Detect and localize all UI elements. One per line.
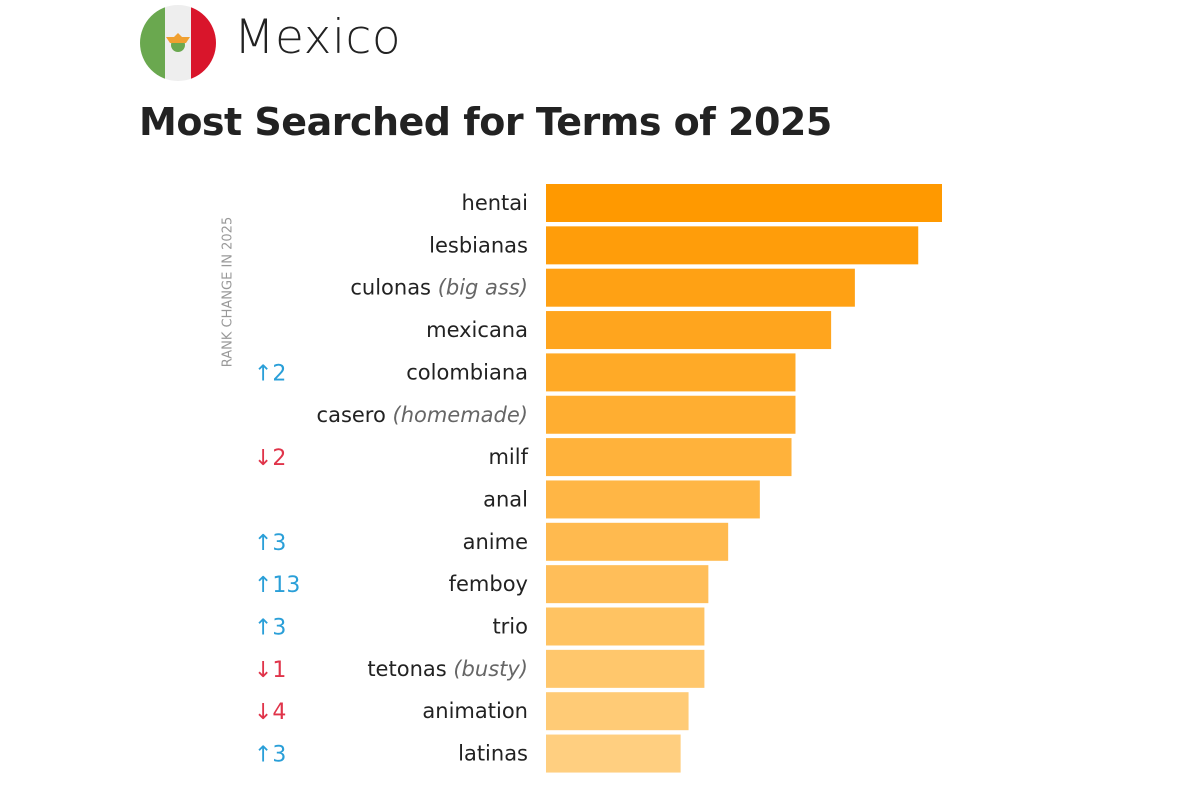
rank-change: ↑3: [254, 743, 286, 768]
term-label: anime: [463, 530, 528, 554]
rank-change: ↑13: [254, 573, 300, 598]
bar-anal: [546, 480, 760, 519]
term-label: tetonas (busty): [367, 657, 528, 681]
bar-culonas: [546, 268, 855, 307]
term-label: hentai: [462, 191, 528, 215]
rank-change: ↓1: [254, 658, 286, 683]
rank-change: ↑3: [254, 616, 286, 641]
bar-milf: [546, 438, 792, 477]
rank-change: ↓4: [254, 700, 286, 725]
term-label: femboy: [449, 572, 528, 596]
bar-animation: [546, 692, 689, 731]
term-label: latinas: [458, 742, 528, 766]
term-label: lesbianas: [429, 233, 528, 257]
mexico-flag-icon: [140, 5, 216, 81]
bar-colombiana: [546, 353, 796, 392]
bar-tetonas: [546, 649, 705, 688]
bar-latinas: [546, 734, 681, 773]
rank-change: ↑2: [254, 361, 286, 386]
rank-change: ↓2: [254, 446, 286, 471]
bar-lesbianas: [546, 226, 919, 265]
term-label: anal: [483, 487, 528, 511]
term-label: milf: [488, 445, 528, 469]
bar-trio: [546, 607, 705, 646]
country-name: Mexico: [234, 10, 402, 65]
term-label: trio: [492, 615, 528, 639]
bar-mexicana: [546, 311, 832, 350]
rank-change: ↑3: [254, 531, 286, 556]
bar-hentai: [546, 184, 942, 222]
term-label: mexicana: [426, 318, 528, 342]
bar-femboy: [546, 565, 709, 604]
term-label: animation: [422, 699, 528, 723]
chart-title: Most Searched for Terms of 2025: [139, 100, 832, 144]
bar-casero: [546, 395, 796, 434]
bar-anime: [546, 522, 729, 561]
term-label: culonas (big ass): [350, 276, 528, 300]
term-label: casero (homemade): [317, 403, 528, 427]
term-label: colombiana: [406, 360, 528, 384]
